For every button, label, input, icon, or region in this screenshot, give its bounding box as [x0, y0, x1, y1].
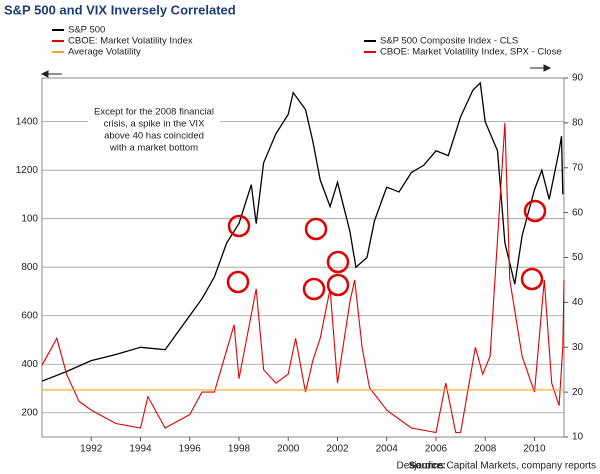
circle: [304, 217, 328, 241]
annotation-box: [88, 104, 220, 156]
y-tick-label: 800: [21, 262, 38, 273]
x-tick-label: 1994: [129, 444, 152, 455]
circle: [326, 250, 350, 274]
circle: [523, 199, 547, 223]
y2-tick-label: 10: [572, 432, 584, 443]
arrow-left-head: [40, 70, 49, 78]
annotation-arrows: [40, 64, 552, 78]
circle: [227, 214, 251, 238]
annotation: above 40 has coincided: [104, 131, 204, 142]
legend-label: S&P 500: [68, 25, 105, 36]
x-tick-label: 2002: [326, 444, 349, 455]
series-line: [41, 81, 564, 382]
x-tick-label: 1996: [179, 444, 202, 455]
annotation: crisis, a spike in the VIX: [104, 119, 206, 130]
arrow-right-head: [543, 64, 552, 72]
y-tick-label: 400: [21, 359, 38, 370]
series-line: [41, 122, 565, 434]
x-tick-label: 2010: [523, 444, 546, 455]
y2-tick-label: 70: [572, 162, 584, 173]
legend-label: CBOE: Market Volatility Index, SPX - Clo…: [380, 47, 562, 58]
annotation: with a market bottom: [109, 143, 198, 154]
plot: [41, 77, 568, 441]
y-tick-label: 1400: [16, 116, 39, 127]
y2-tick-label: 30: [572, 342, 584, 353]
x-tick-label: 1998: [228, 444, 251, 455]
circle: [520, 267, 544, 291]
x-tick-label: 1992: [80, 444, 103, 455]
legend-label: CBOE: Market Volatility Index: [68, 36, 193, 47]
x-tick-label: 2004: [376, 444, 399, 455]
legend-label: Average Volatility: [68, 47, 141, 58]
y-tick-label: 1200: [16, 165, 39, 176]
y-tick-label: 600: [21, 310, 38, 321]
x-tick-label: 2000: [277, 444, 300, 455]
y2-tick-label: 80: [572, 118, 584, 129]
x-tick-label: 2006: [425, 444, 448, 455]
circle: [326, 273, 350, 297]
circle: [302, 277, 326, 301]
y2-tick-label: 90: [572, 73, 584, 84]
source: Desjardins Capital Markets, company repo…: [396, 461, 596, 472]
source-label: Source:: [409, 461, 446, 472]
chart-title: S&P 500 and VIX Inversely Correlated: [4, 2, 236, 17]
highlight-circles: [226, 199, 547, 301]
y2-tick-label: 50: [572, 252, 584, 263]
y-tick-label: 200: [21, 407, 38, 418]
x-tick-label: 2008: [474, 444, 497, 455]
circle: [226, 270, 250, 294]
y-tick-label: 100: [21, 213, 38, 224]
y2-tick-label: 60: [572, 207, 584, 218]
y2-tick-label: 20: [572, 387, 584, 398]
annotation: Except for the 2008 financial: [94, 107, 214, 118]
y2-tick-label: 40: [572, 297, 584, 308]
legend-label: S&P 500 Composite Index - CLS: [380, 36, 518, 47]
